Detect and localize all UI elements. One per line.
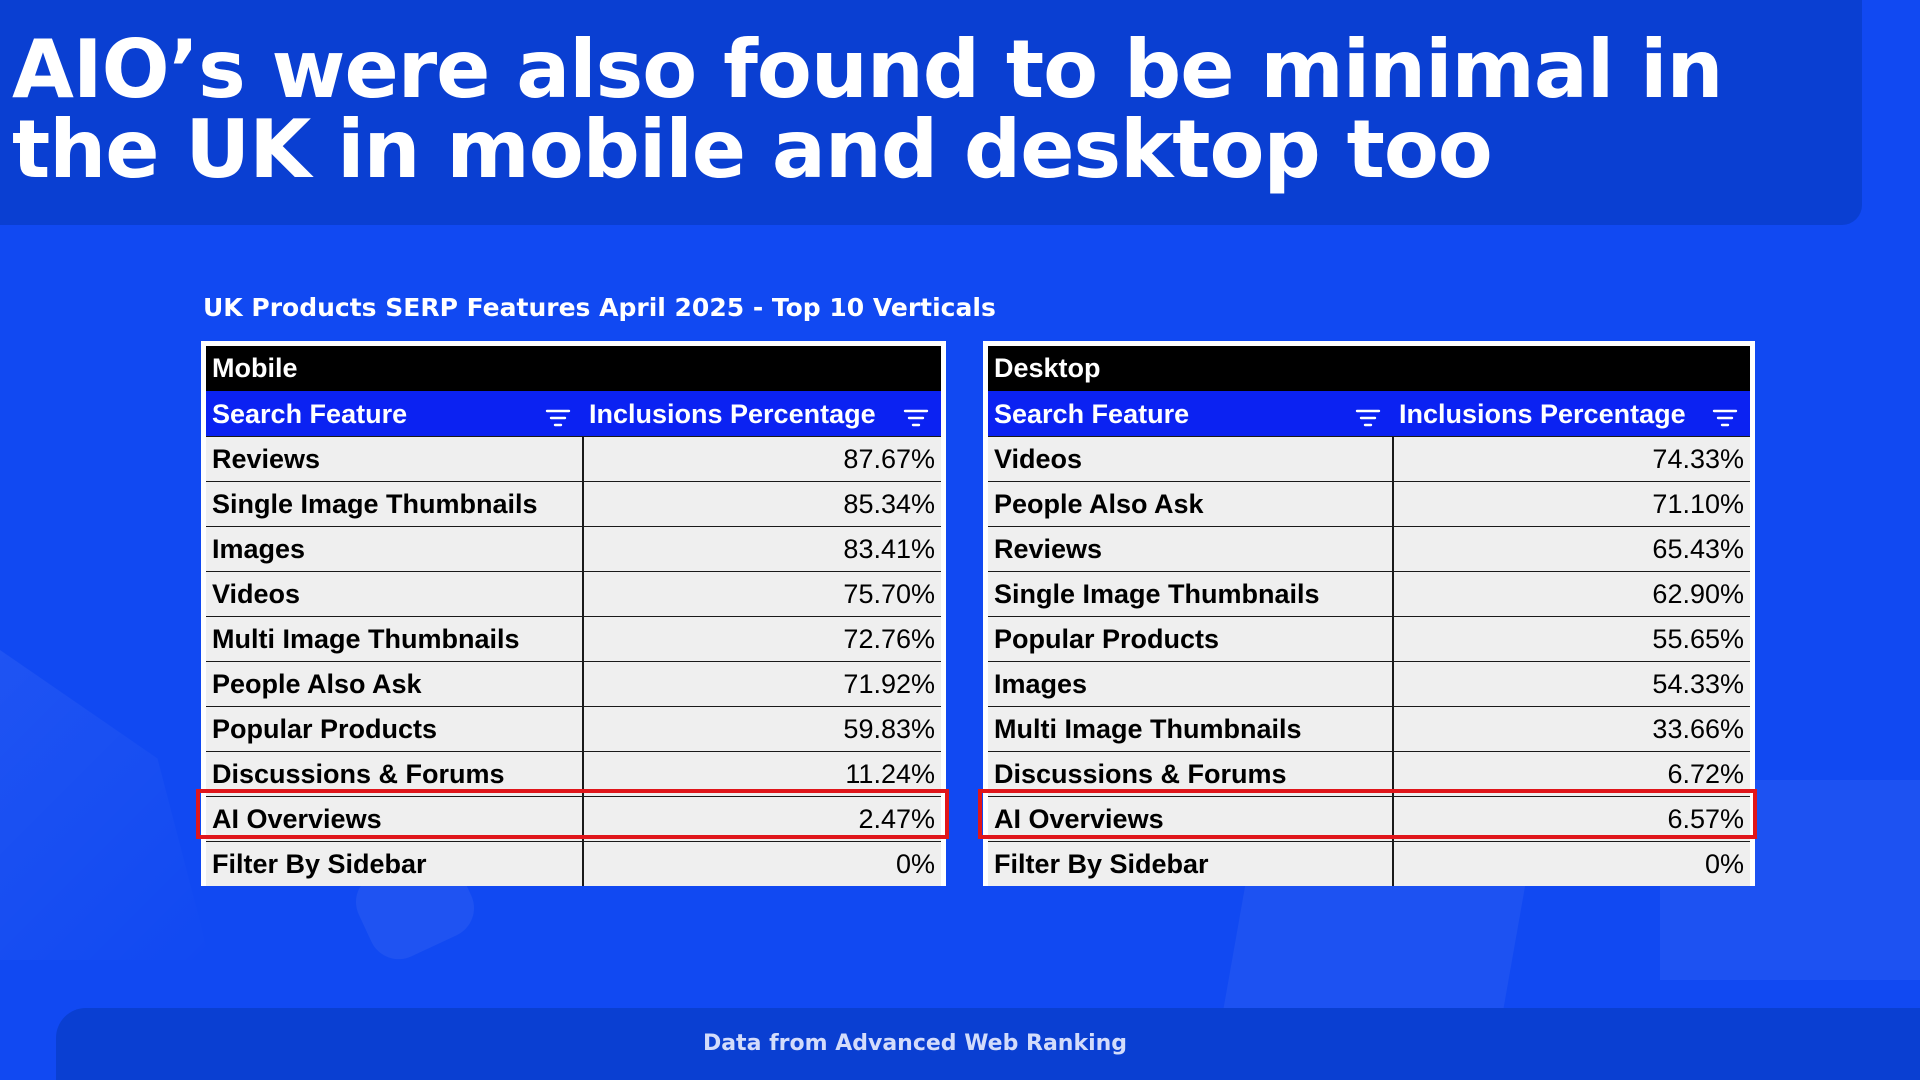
percentage-cell: 71.92% — [583, 661, 941, 707]
footer-band — [56, 1008, 1920, 1080]
feature-cell: Discussions & Forums — [206, 751, 584, 797]
feature-cell: People Also Ask — [206, 661, 584, 707]
percentage-cell: 87.67% — [583, 436, 941, 482]
percentage-cell: 0% — [583, 841, 941, 886]
background-shape — [0, 650, 210, 960]
table-row: Videos 74.33% — [988, 436, 1750, 482]
feature-cell: Filter By Sidebar — [988, 841, 1394, 886]
desktop-table: Desktop Search Feature Inclusions Percen… — [988, 346, 1750, 886]
percentage-cell: 71.10% — [1393, 481, 1750, 527]
mobile-table: Mobile Search Feature Inclusions Percent… — [206, 346, 941, 886]
percentage-cell: 85.34% — [583, 481, 941, 527]
chart-caption: UK Products SERP Features April 2025 - T… — [203, 293, 996, 322]
column-header-search-feature[interactable]: Search Feature — [206, 391, 583, 437]
feature-cell: Single Image Thumbnails — [988, 571, 1394, 617]
table-row: Popular Products 55.65% — [988, 616, 1750, 662]
feature-cell: Multi Image Thumbnails — [206, 616, 584, 662]
filter-icon[interactable] — [1355, 408, 1381, 428]
column-header-label: Search Feature — [994, 399, 1190, 430]
feature-cell: Images — [206, 526, 584, 572]
desktop-table-panel: Desktop Search Feature Inclusions Percen… — [983, 341, 1755, 886]
percentage-cell: 54.33% — [1393, 661, 1750, 707]
percentage-cell: 6.72% — [1393, 751, 1750, 797]
table-row: Single Image Thumbnails 62.90% — [988, 571, 1750, 617]
feature-cell: Videos — [206, 571, 584, 617]
percentage-cell: 74.33% — [1393, 436, 1750, 482]
percentage-cell: 33.66% — [1393, 706, 1750, 752]
feature-cell: Filter By Sidebar — [206, 841, 584, 886]
table-row: Discussions & Forums 6.72% — [988, 751, 1750, 797]
feature-cell: AI Overviews — [988, 796, 1394, 842]
feature-cell: AI Overviews — [206, 796, 584, 842]
feature-cell: Images — [988, 661, 1394, 707]
column-header-label: Search Feature — [212, 399, 408, 430]
slide-title: AIO’s were also found to be minimal in t… — [12, 23, 1723, 196]
mobile-table-panel: Mobile Search Feature Inclusions Percent… — [201, 341, 946, 886]
percentage-cell: 59.83% — [583, 706, 941, 752]
table-group-header: Desktop — [988, 346, 1750, 392]
source-note: Data from Advanced Web Ranking — [702, 1031, 1128, 1056]
table-row: Images 83.41% — [206, 526, 941, 572]
column-header-inclusions-percentage[interactable]: Inclusions Percentage — [583, 391, 941, 437]
table-row: Multi Image Thumbnails 33.66% — [988, 706, 1750, 752]
table-row: People Also Ask 71.10% — [988, 481, 1750, 527]
column-header-inclusions-percentage[interactable]: Inclusions Percentage — [1393, 391, 1750, 437]
percentage-cell: 65.43% — [1393, 526, 1750, 572]
table-row-highlighted: AI Overviews 2.47% — [206, 796, 941, 842]
table-row: Reviews 65.43% — [988, 526, 1750, 572]
table-row: Multi Image Thumbnails 72.76% — [206, 616, 941, 662]
percentage-cell: 6.57% — [1393, 796, 1750, 842]
percentage-cell: 62.90% — [1393, 571, 1750, 617]
table-row: Images 54.33% — [988, 661, 1750, 707]
feature-cell: Discussions & Forums — [988, 751, 1394, 797]
percentage-cell: 55.65% — [1393, 616, 1750, 662]
table-row: Popular Products 59.83% — [206, 706, 941, 752]
percentage-cell: 72.76% — [583, 616, 941, 662]
table-row: Single Image Thumbnails 85.34% — [206, 481, 941, 527]
title-band — [0, 0, 1862, 225]
column-header-label: Inclusions Percentage — [1399, 399, 1686, 430]
percentage-cell: 11.24% — [583, 751, 941, 797]
table-row-highlighted: AI Overviews 6.57% — [988, 796, 1750, 842]
feature-cell: Reviews — [206, 436, 584, 482]
table-row: Reviews 87.67% — [206, 436, 941, 482]
feature-cell: Popular Products — [988, 616, 1394, 662]
table-row: Filter By Sidebar 0% — [988, 841, 1750, 886]
filter-icon[interactable] — [1712, 408, 1738, 428]
filter-icon[interactable] — [545, 408, 571, 428]
percentage-cell: 2.47% — [583, 796, 941, 842]
table-row: Videos 75.70% — [206, 571, 941, 617]
table-row: Discussions & Forums 11.24% — [206, 751, 941, 797]
table-row: People Also Ask 71.92% — [206, 661, 941, 707]
percentage-cell: 83.41% — [583, 526, 941, 572]
filter-icon[interactable] — [903, 408, 929, 428]
feature-cell: People Also Ask — [988, 481, 1394, 527]
feature-cell: Multi Image Thumbnails — [988, 706, 1394, 752]
percentage-cell: 75.70% — [583, 571, 941, 617]
column-header-label: Inclusions Percentage — [589, 399, 876, 430]
column-header-search-feature[interactable]: Search Feature — [988, 391, 1393, 437]
feature-cell: Single Image Thumbnails — [206, 481, 584, 527]
feature-cell: Reviews — [988, 526, 1394, 572]
table-row: Filter By Sidebar 0% — [206, 841, 941, 886]
percentage-cell: 0% — [1393, 841, 1750, 886]
feature-cell: Videos — [988, 436, 1394, 482]
table-group-header: Mobile — [206, 346, 941, 392]
feature-cell: Popular Products — [206, 706, 584, 752]
